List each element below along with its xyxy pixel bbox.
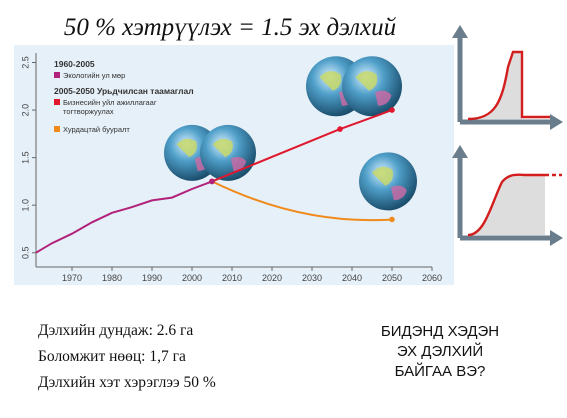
legend-business-line2: тогтворжуулах — [63, 107, 114, 116]
globe-icon — [359, 152, 417, 211]
y-tick-label: 1.5 — [20, 151, 30, 164]
stat-overconsumption: Дэлхийн хэт хэрэглээ 50 % — [38, 374, 216, 391]
legend-historic-label: Экологийн ул мөр — [63, 71, 125, 80]
globe-land — [176, 138, 197, 158]
series-reduction-line — [211, 180, 393, 222]
series-business-point — [337, 126, 343, 132]
stat-world-average: Дэлхийн дундаж: 2.6 га — [38, 322, 194, 339]
question-line-2: ЭХ ДЭЛХИЙ — [396, 343, 484, 360]
globe-land — [390, 185, 407, 201]
legend-business-line1: Бизнесийн уйл ажиллагааг — [63, 98, 157, 107]
overshoot-collapse-graph-icon — [452, 25, 563, 130]
x-tick-label: 2040 — [342, 273, 362, 283]
globe-land — [212, 138, 233, 158]
x-tick-label: 2050 — [382, 273, 402, 283]
y-tick-label: 1.0 — [20, 199, 30, 212]
legend-reduction-swatch — [54, 126, 60, 132]
question-line-1: БИДЭНД ХЭДЭН — [380, 323, 500, 340]
legend-business-swatch — [54, 99, 60, 105]
stat-available-capacity: Боломжит нөөц: 1,7 га — [38, 348, 186, 365]
x-tick-label: 1980 — [102, 273, 122, 283]
question-line-3: БАЙГАА ВЭ? — [394, 363, 486, 380]
x-tick-label: 2010 — [222, 273, 242, 283]
globe-land — [372, 166, 393, 186]
globe-land — [319, 71, 342, 91]
globe-land — [355, 71, 378, 91]
footprint-chart: 1970 1980 1990 2000 2010 2020 2030 2040 2050 2060… — [14, 45, 454, 285]
x-tick-label: 2020 — [262, 273, 282, 283]
globe-land — [375, 90, 392, 106]
legend-historic-swatch — [54, 72, 60, 78]
globe-icon — [342, 56, 402, 117]
globe-land — [230, 156, 247, 172]
x-tick-label: 2030 — [302, 273, 322, 283]
legend-group2-title: 2005-2050 Урьдчилсан таамаглал — [54, 86, 194, 96]
series-junction-point — [209, 178, 215, 185]
series-historic-line — [35, 180, 213, 254]
y-tick-label: 2.0 — [20, 104, 30, 117]
x-tick-label: 1990 — [142, 273, 162, 283]
stats-block: Дэлхийн дундаж: 2.6 га Боломжит нөөц: 1,… — [38, 318, 216, 396]
overshoot-stabilize-graph-icon — [452, 145, 563, 246]
series-reduction-point — [389, 216, 395, 223]
series-business-point — [389, 107, 395, 113]
chart-axes: 1970 1980 1990 2000 2010 2020 2030 2040 2050 2060… — [20, 53, 442, 283]
legend-business-label: Бизнесийн уйл ажиллагааг тогтворжуулах — [63, 98, 159, 116]
globe-icon — [200, 124, 256, 181]
y-tick-label: 0.5 — [20, 246, 30, 259]
question-block: БИДЭНД ХЭДЭН ЭХ ДЭЛХИЙ БАЙГАА ВЭ? — [350, 322, 530, 382]
chart-marks — [35, 107, 395, 254]
x-tick-label: 1970 — [62, 273, 82, 283]
x-tick-label: 2060 — [422, 273, 442, 283]
y-tick-label: 2.5 — [20, 56, 30, 69]
x-tick-label: 2000 — [182, 273, 202, 283]
chart-legend: 1960-2005 Экологийн ул мөр 2005-2050 Урь… — [54, 59, 194, 134]
slide-title: 50 % хэтрүүлэх = 1.5 эх дэлхий — [63, 14, 397, 41]
legend-group1-title: 1960-2005 — [54, 59, 95, 69]
legend-reduction-label: Хурдацтай бууралт — [63, 125, 130, 134]
globes — [164, 56, 417, 211]
